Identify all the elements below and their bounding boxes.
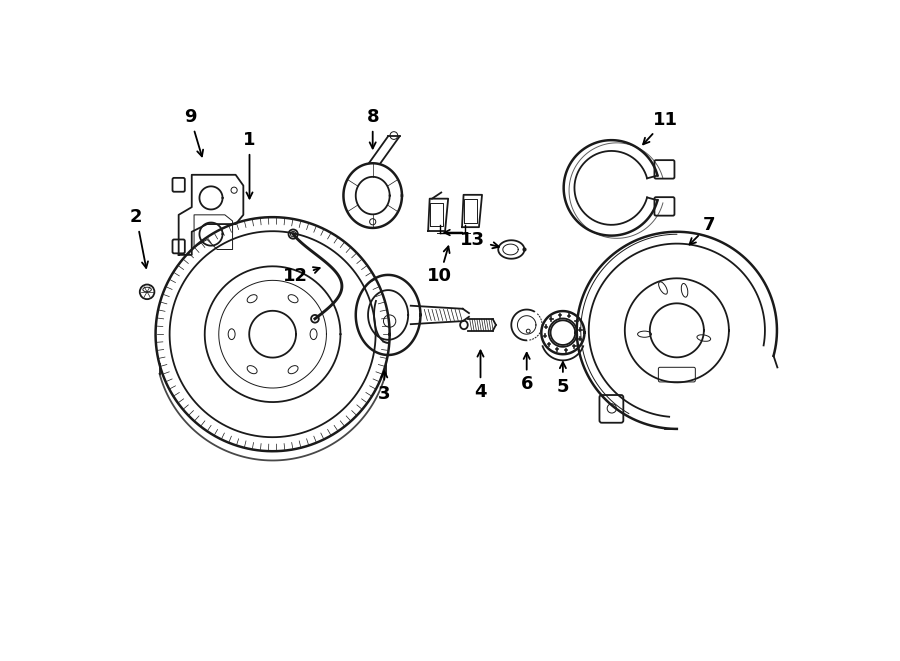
Text: 1: 1	[243, 131, 256, 198]
Text: 11: 11	[644, 111, 678, 144]
Text: 10: 10	[428, 247, 452, 286]
Text: 6: 6	[520, 353, 533, 393]
Text: 5: 5	[556, 362, 569, 395]
Text: 3: 3	[378, 371, 391, 403]
Text: 12: 12	[284, 267, 320, 286]
Text: 8: 8	[366, 108, 379, 149]
Text: 13: 13	[460, 231, 499, 249]
Text: 7: 7	[689, 216, 716, 245]
Text: 2: 2	[130, 208, 148, 268]
Text: 4: 4	[474, 350, 487, 401]
Text: 9: 9	[184, 108, 203, 157]
